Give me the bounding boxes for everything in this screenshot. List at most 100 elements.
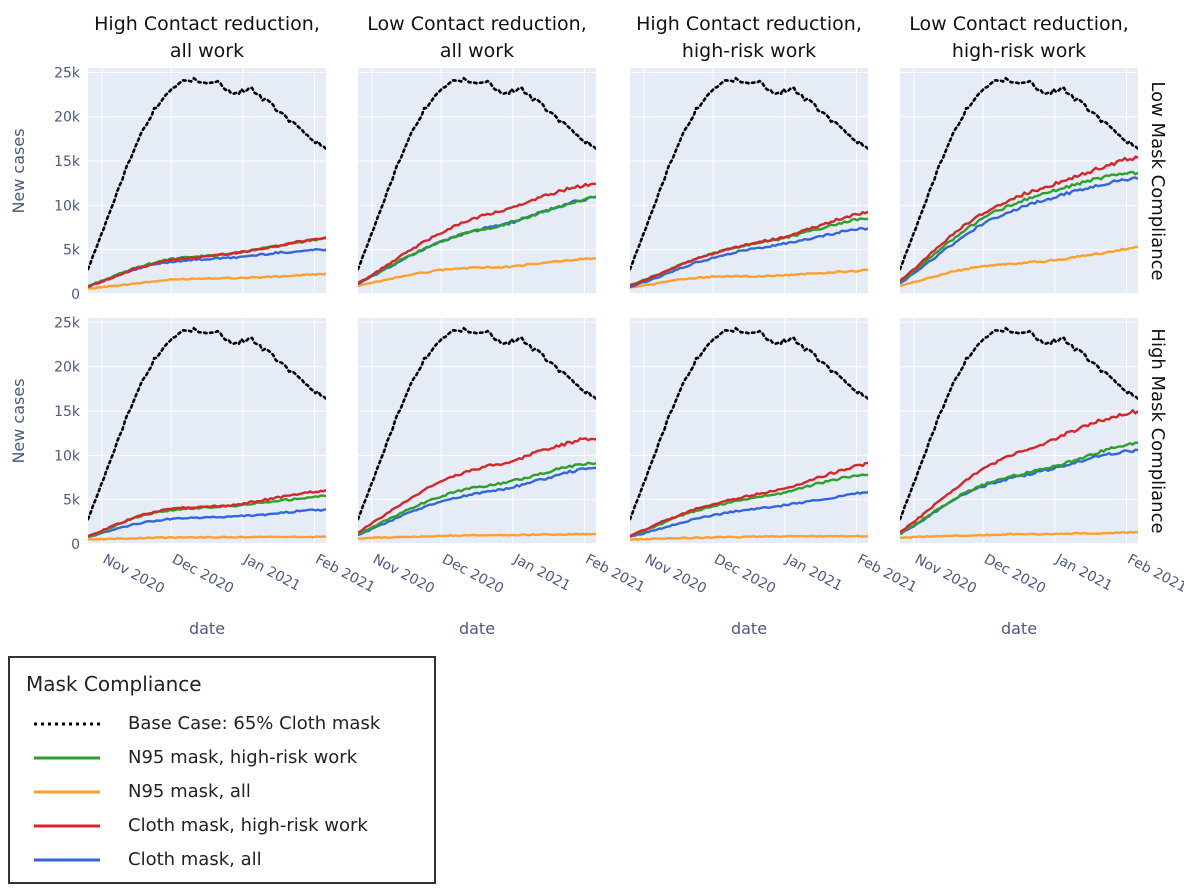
plot-background [900,68,1138,294]
x-tick-label: Dec 2020 [169,551,236,597]
row-title-2: High Mask Compliance [1147,328,1168,533]
panel-r1-c1 [88,68,326,295]
legend-label-n95-high-risk: N95 mask, high-risk work [128,747,358,768]
series-group [358,76,596,288]
y-tick-label: 15k [54,154,81,170]
legend-swatch-cloth-all [34,858,100,862]
legend-item-n95-all[interactable]: N95 mask, all [26,778,426,806]
legend: Mask Compliance Base Case: 65% Cloth mas… [8,656,436,884]
legend-label-n95-all: N95 mask, all [128,781,251,802]
series-group [900,76,1138,288]
x-tick-label: Jan 2021 [782,551,845,595]
series-line-base-case [88,326,326,521]
series-line-cloth-hr [88,236,326,289]
x-tick-label: Dec 2020 [981,551,1048,597]
column-title-4-line-2: high-risk work [952,40,1086,62]
series-line-cloth-hr [900,155,1138,282]
legend-item-cloth-high-risk[interactable]: Cloth mask, high-risk work [26,812,426,840]
legend-swatch-n95-high-risk [34,756,100,760]
series-line-cloth-hr [900,409,1138,534]
x-tick-label: Dec 2020 [439,551,506,597]
x-tick-label: Nov 2020 [912,551,979,597]
x-axis-label-col-1: date [189,619,225,638]
y-tick-label: 5k [63,493,81,509]
series-group [630,76,868,289]
plot-background [630,318,868,544]
y-tick-label: 0 [71,537,80,553]
x-tick-label: Jan 2021 [510,551,573,595]
column-title-4-line-1: Low Contact reduction, [909,13,1128,35]
plot-background [358,68,596,294]
x-tick-label: Nov 2020 [370,551,437,597]
series-line-n95-all [88,535,326,541]
panel-r1-c3 [630,68,868,295]
legend-title: Mask Compliance [26,672,202,696]
column-title-3-line-2: high-risk work [682,40,816,62]
series-line-n95-hr [900,441,1138,535]
series-line-n95-hr [358,195,596,284]
series-line-cloth-hr [630,210,868,288]
series-group [630,326,868,541]
column-title-3-line-1: High Contact reduction, [636,13,862,35]
plot-background [358,318,596,544]
x-tick-label: Feb 2021 [583,551,648,596]
x-tick-label: Feb 2021 [313,551,378,596]
x-tick-label: Feb 2021 [1125,551,1184,596]
y-tick-label: 25k [54,65,81,81]
x-tick-label: Jan 2021 [240,551,303,595]
panel-r1-c2 [358,68,596,295]
x-tick-label: Dec 2020 [711,551,778,597]
column-title-2-line-1: Low Contact reduction, [367,13,586,35]
legend-swatch-n95-all [34,790,100,794]
plot-background [88,318,326,544]
x-tick-label: Nov 2020 [100,551,167,597]
series-line-n95-all [630,534,868,541]
legend-label-base-case: Base Case: 65% Cloth mask [128,713,381,734]
y-tick-label: 10k [54,448,81,464]
series-line-n95-all [900,245,1138,288]
legend-item-n95-high-risk[interactable]: N95 mask, high-risk work [26,744,426,772]
series-line-n95-all [358,257,596,288]
series-line-base-case [358,326,596,521]
plot-background [630,68,868,294]
series-line-n95-all [630,268,868,289]
series-line-n95-hr [358,461,596,536]
series-group [358,326,596,540]
legend-item-cloth-all[interactable]: Cloth mask, all [26,846,426,874]
series-line-n95-hr [900,170,1138,283]
series-line-cloth-all [630,226,868,289]
series-line-cloth-hr [630,461,868,538]
column-title-2-line-2: all work [440,40,514,62]
panel-r2-c3 [630,318,868,545]
x-axis-label-col-3: date [731,619,767,638]
x-tick-label: Feb 2021 [855,551,920,596]
series-group [88,326,326,541]
x-axis-label-col-2: date [459,619,495,638]
plot-background [900,318,1138,544]
series-line-base-case [630,326,868,521]
y-tick-label: 10k [54,198,81,214]
panel-r2-c2 [358,318,596,545]
series-line-n95-all [88,272,326,290]
series-group [88,76,326,290]
series-line-cloth-hr [88,488,326,538]
y-axis-label-row-1: New cases [9,128,28,213]
series-line-base-case [900,326,1138,521]
series-line-cloth-hr [358,182,596,285]
x-tick-label: Jan 2021 [1052,551,1115,595]
series-line-base-case [358,76,596,271]
y-tick-label: 15k [54,404,81,420]
y-tick-label: 20k [54,110,81,126]
series-line-cloth-all [358,466,596,537]
legend-item-base-case[interactable]: Base Case: 65% Cloth mask [26,710,426,738]
series-line-n95-all [358,532,596,540]
series-line-base-case [88,76,326,271]
column-title-1-line-2: all work [170,40,244,62]
panel-r2-c1 [88,318,326,545]
series-line-cloth-hr [358,437,596,534]
panel-r1-c4 [900,68,1138,295]
legend-label-cloth-all: Cloth mask, all [128,849,262,870]
y-tick-label: 5k [63,243,81,259]
x-tick-label: Nov 2020 [642,551,709,597]
series-line-n95-all [900,530,1138,539]
